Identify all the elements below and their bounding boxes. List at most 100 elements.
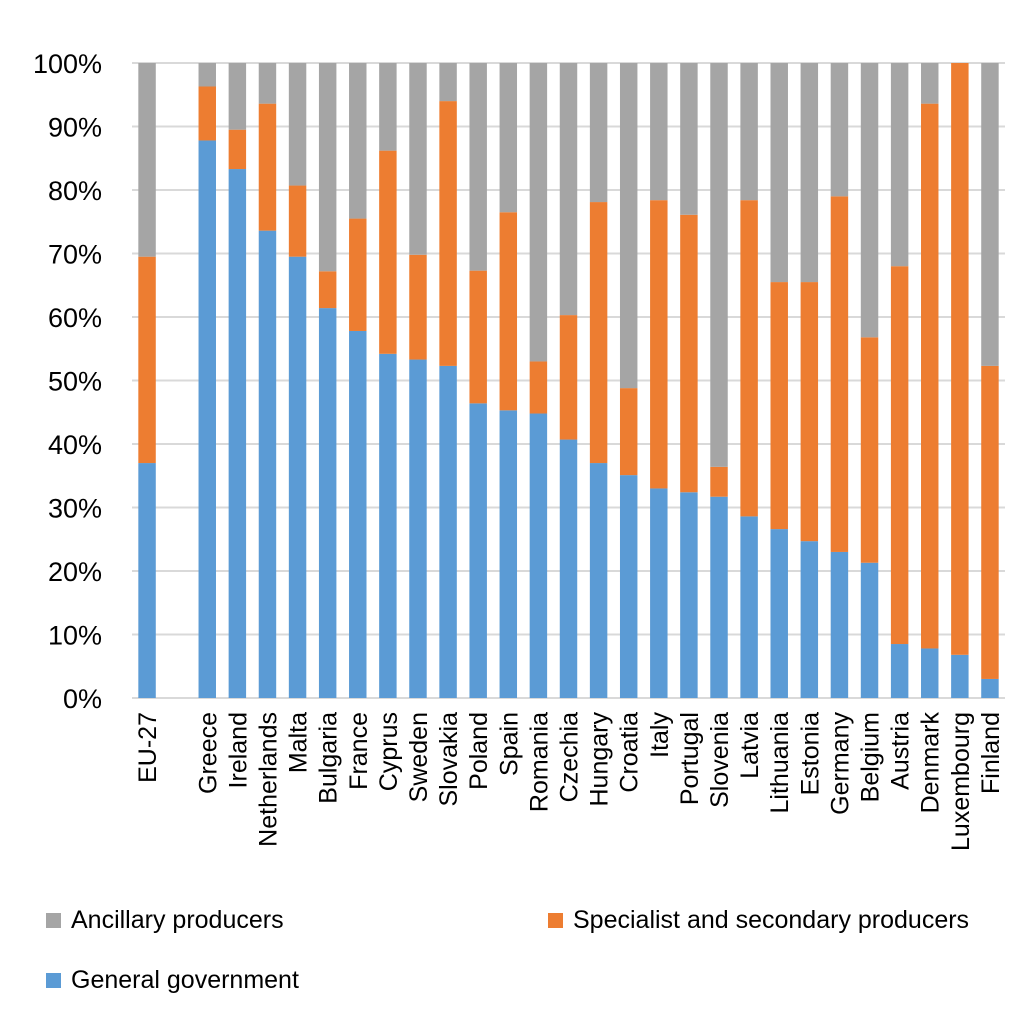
bar-segment-ancillary-producers [830, 63, 849, 197]
x-category-label: Romania [525, 712, 553, 812]
bar-segment-general-government [921, 648, 939, 698]
x-category-label: Finland [977, 712, 1005, 794]
x-category-label: Greece [194, 712, 222, 794]
bar-segment-specialist-and-secondary-producers [589, 202, 608, 464]
x-category-label: Austria [887, 712, 915, 790]
bar-segment-general-government [770, 529, 788, 698]
legend-item-specialist: Specialist and secondary producers [548, 906, 969, 935]
bar-segment-specialist-and-secondary-producers [409, 254, 427, 360]
bar-segment-ancillary-producers [981, 63, 999, 366]
bar-segment-specialist-and-secondary-producers [349, 218, 367, 331]
bar-segment-specialist-and-secondary-producers [860, 337, 879, 563]
bars [138, 63, 999, 699]
bar-segment-general-government [860, 562, 879, 698]
y-tick-label: 60% [48, 303, 102, 333]
bar-segment-ancillary-producers [258, 63, 277, 104]
x-category-label: Denmark [917, 712, 945, 814]
stacked-bar-chart: 0% 10% 20% 30% 40% 50% 60% 70% 80% 90% 100% EU-27 G… [33, 49, 1005, 851]
bar-segment-ancillary-producers [198, 63, 216, 87]
bar-segment-specialist-and-secondary-producers [288, 185, 307, 257]
x-category-label: Netherlands [254, 712, 282, 847]
x-category-label: Luxembourg [947, 712, 975, 851]
legend-item-general-government: General government [46, 966, 299, 995]
x-category-label: Belgium [857, 712, 885, 802]
y-tick-label: 50% [48, 367, 102, 397]
bar-segment-specialist-and-secondary-producers [559, 315, 578, 440]
y-tick-label: 90% [48, 113, 102, 143]
bar-segment-general-government [890, 644, 909, 698]
y-tick-label: 70% [48, 240, 102, 270]
bar-segment-specialist-and-secondary-producers [499, 212, 518, 411]
bar-segment-general-government [288, 256, 307, 698]
x-category-label: Germany [826, 712, 854, 815]
x-category-label: Slovenia [706, 712, 734, 808]
bar-segment-specialist-and-secondary-producers [198, 86, 216, 141]
y-tick-label: 20% [48, 557, 102, 587]
x-category-label: Portugal [676, 712, 704, 805]
bar-segment-ancillary-producers [619, 63, 638, 389]
bar-segment-general-government [830, 551, 849, 698]
x-category-label: France [345, 712, 373, 790]
x-category-label: Malta [285, 712, 313, 773]
legend-label-general-government: General government [71, 966, 299, 994]
bar-segment-specialist-and-secondary-producers [138, 256, 156, 464]
x-category-label: Ireland [224, 712, 252, 788]
bar-segment-specialist-and-secondary-producers [770, 282, 788, 530]
bar-segment-specialist-and-secondary-producers [890, 266, 909, 645]
x-axis-category-labels: EU-27 Greece Ireland Netherlands Malta Bulgar… [134, 712, 1005, 851]
bar-segment-ancillary-producers [890, 63, 909, 267]
bar-segment-general-government [529, 413, 548, 698]
x-category-label: Hungary [586, 712, 614, 807]
x-category-label: Estonia [796, 712, 824, 795]
bar-segment-specialist-and-secondary-producers [228, 129, 247, 170]
bar-segment-ancillary-producers [680, 63, 698, 215]
bar-segment-ancillary-producers [138, 63, 156, 257]
x-category-label: Latvia [736, 712, 764, 779]
bar-segment-ancillary-producers [559, 63, 578, 316]
legend-swatch-general-government [46, 973, 61, 988]
bar-segment-specialist-and-secondary-producers [619, 388, 638, 476]
x-category-label: Slovakia [435, 712, 463, 807]
bar-segment-ancillary-producers [409, 63, 427, 255]
x-category-label: Lithuania [766, 712, 794, 814]
bar-segment-ancillary-producers [469, 63, 487, 271]
bar-segment-general-government [710, 496, 728, 698]
bar-segment-ancillary-producers [921, 63, 939, 104]
y-tick-label: 0% [63, 684, 102, 714]
bar-segment-ancillary-producers [860, 63, 879, 338]
bar-segment-general-government [800, 541, 819, 698]
bar-segment-ancillary-producers [710, 63, 728, 467]
bar-segment-specialist-and-secondary-producers [710, 466, 728, 497]
bar-segment-specialist-and-secondary-producers [921, 103, 939, 649]
bar-segment-specialist-and-secondary-producers [680, 214, 698, 493]
bar-segment-general-government [650, 488, 668, 698]
y-tick-label: 100% [33, 49, 102, 79]
bar-segment-general-government [349, 330, 367, 698]
x-category-label: Bulgaria [315, 712, 343, 804]
x-category-label: Sweden [405, 712, 433, 802]
bar-segment-ancillary-producers [288, 63, 307, 186]
bar-segment-general-government [981, 678, 999, 698]
x-category-label: Spain [495, 712, 523, 776]
x-category-label: Italy [646, 712, 674, 758]
y-tick-label: 80% [48, 176, 102, 206]
bar-segment-ancillary-producers [499, 63, 518, 213]
bar-segment-ancillary-producers [379, 63, 397, 151]
bar-segment-ancillary-producers [439, 63, 457, 102]
bar-segment-specialist-and-secondary-producers [469, 270, 487, 404]
bar-segment-specialist-and-secondary-producers [379, 150, 397, 354]
bar-segment-specialist-and-secondary-producers [800, 282, 819, 542]
y-axis-tick-labels: 0% 10% 20% 30% 40% 50% 60% 70% 80% 90% 100% [33, 49, 102, 714]
y-tick-label: 40% [48, 430, 102, 460]
bar-segment-general-government [951, 654, 969, 698]
x-category-label: EU-27 [134, 712, 162, 783]
bar-segment-general-government [740, 516, 758, 698]
bar-segment-specialist-and-secondary-producers [318, 271, 337, 309]
bar-segment-specialist-and-secondary-producers [439, 101, 457, 366]
bar-segment-specialist-and-secondary-producers [529, 361, 548, 414]
x-category-label: Cyprus [375, 712, 403, 791]
x-category-label: Czechia [556, 712, 584, 802]
bar-segment-ancillary-producers [318, 63, 337, 272]
y-tick-label: 10% [48, 621, 102, 651]
bar-segment-general-government [469, 403, 487, 698]
